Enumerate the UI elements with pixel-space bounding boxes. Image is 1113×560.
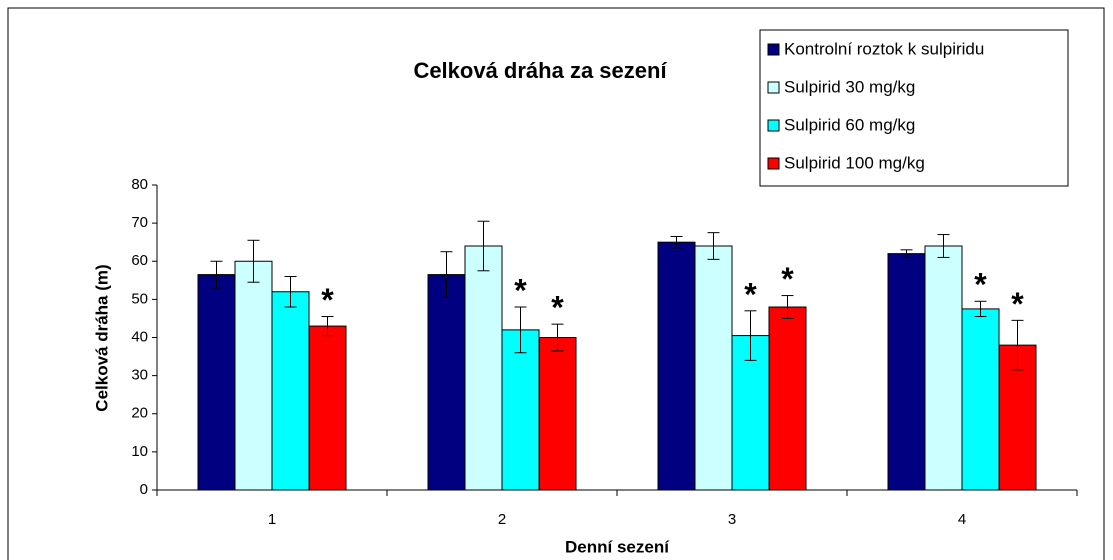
legend-swatch [767,119,780,132]
significance-marker: * [1011,286,1024,322]
significance-marker: * [514,272,527,308]
bar [308,325,347,491]
bar [694,245,733,491]
significance-marker: * [974,267,987,303]
x-tick-label: 1 [268,511,276,528]
significance-marker: * [744,276,757,312]
legend-label: Sulpirid 100 mg/kg [784,153,925,172]
legend-swatch [767,81,780,94]
x-tick-label: 4 [958,511,966,528]
y-tick-label: 30 [131,367,148,384]
legend-label: Sulpirid 30 mg/kg [784,77,915,96]
bar [657,241,696,491]
legend-label: Sulpirid 60 mg/kg [784,115,915,134]
bar [538,337,577,491]
legend-swatch [767,157,780,170]
bar [768,306,807,491]
significance-marker: * [321,282,334,318]
significance-marker: * [551,290,564,326]
significance-marker: * [781,261,794,297]
x-tick-label: 2 [498,511,506,528]
y-tick-label: 60 [131,252,148,269]
bar [961,308,1000,491]
bar [731,335,770,491]
bar [197,274,236,491]
legend-label: Kontrolní roztok k sulpiridu [784,39,984,58]
y-tick-label: 20 [131,405,148,422]
bar [234,260,273,491]
bar [427,274,466,491]
chart-title: Celková dráha za sezení [413,58,667,83]
bar [464,245,503,491]
y-tick-label: 80 [131,176,148,193]
y-tick-label: 0 [140,481,148,498]
legend-swatch [767,43,780,56]
y-tick-label: 10 [131,443,148,460]
legend-box [759,29,1069,187]
bar [887,253,926,491]
y-tick-label: 40 [131,328,148,345]
bar [924,245,963,491]
x-tick-label: 3 [728,511,736,528]
x-axis-label: Denní sezení [565,537,670,556]
y-axis-label: Celková dráha (m) [92,264,111,411]
bar [501,329,540,491]
y-tick-label: 70 [131,214,148,231]
bar [271,291,310,491]
y-tick-label: 50 [131,290,148,307]
